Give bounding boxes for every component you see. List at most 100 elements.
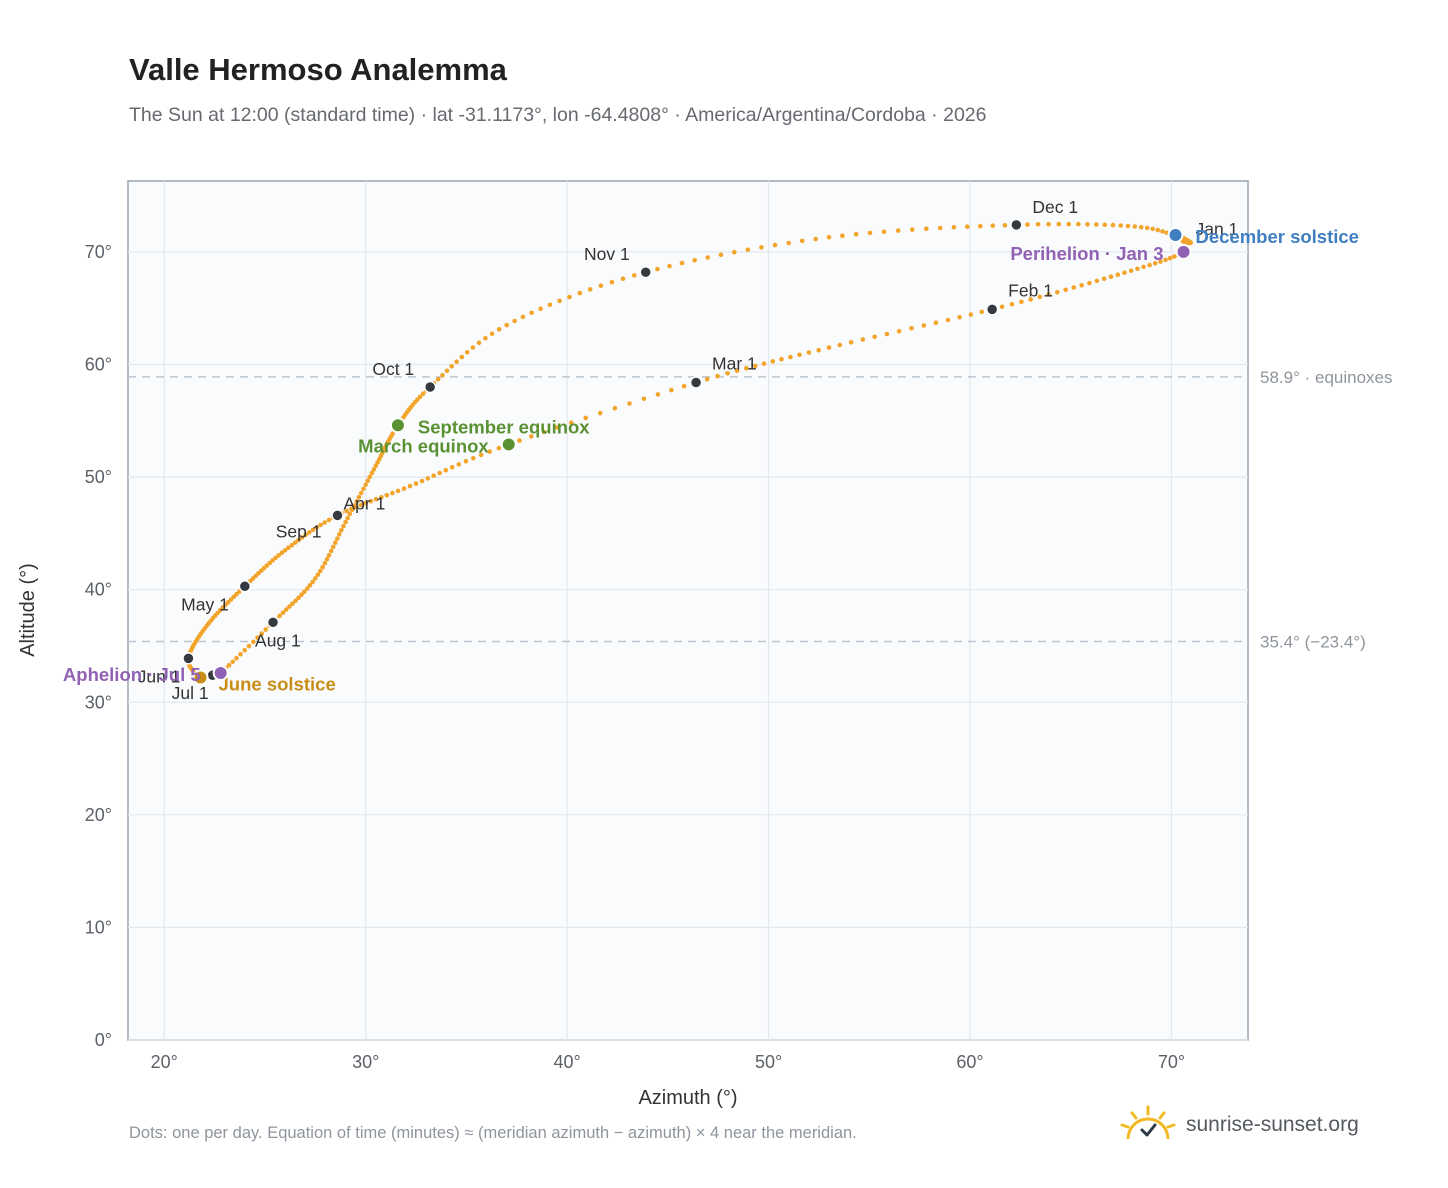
daily-dot [968,312,974,317]
month-marker [689,376,703,389]
daily-dot [567,294,572,300]
daily-dot [799,238,805,244]
month-marker [985,303,999,316]
daily-dot [310,527,316,533]
daily-dot [368,498,374,504]
grid [128,181,1248,1041]
daily-dot [1158,259,1163,264]
daily-dot [246,643,252,649]
daily-dot [753,363,758,369]
daily-dot [529,310,534,316]
daily-dot [425,476,431,481]
daily-dot [290,601,295,606]
daily-dot [627,401,632,406]
daily-dot [420,391,426,397]
daily-dot [459,354,465,360]
month-label: Jan 1 [1195,219,1238,239]
daily-dot [667,263,672,269]
daily-dot [276,553,282,558]
daily-dot [745,247,751,252]
daily-dot [313,576,318,581]
reference-lines: 58.9° · equinoxes 35.4° (−23.4°) [128,368,1393,651]
daily-dot [1150,226,1155,232]
y-axis-label: Altitude (°) [17,563,39,657]
daily-dot [679,260,685,266]
daily-dot [287,604,292,609]
daily-dot [324,556,330,562]
daily-dot [443,467,449,473]
daily-dot [896,328,902,334]
daily-dot [318,522,324,528]
x-axis-label: Azimuth (°) [638,1087,737,1109]
sun-logo-icon [1120,1105,1176,1140]
daily-dot [933,320,939,326]
daily-dot [1141,264,1146,270]
month-marker [266,616,280,629]
daily-dot [463,459,469,464]
daily-dot [806,350,812,355]
daily-dot [286,545,291,550]
daily-dot [307,530,312,535]
daily-dot [303,532,309,538]
daily-dot [395,488,401,494]
daily-dot [884,331,890,337]
event-label: March equinox [358,435,489,456]
daily-dot [999,304,1005,310]
daily-dot [296,537,301,543]
daily-dot [289,542,295,548]
daily-dot [826,345,832,350]
daily-dot [965,224,970,229]
daily-dot [1138,224,1144,230]
daily-dot [704,376,710,382]
daily-dot [1167,255,1173,261]
daily-dot [318,568,323,574]
y-tick-label: 20° [85,805,112,825]
daily-dot [344,508,349,514]
month-label: Aug 1 [255,630,301,650]
daily-dot [349,507,355,513]
daily-dot [292,540,298,545]
y-tick-label: 10° [85,917,112,937]
daily-dot [417,394,423,400]
event-label: September equinox [418,416,590,437]
daily-dot [1160,229,1165,234]
event-marker [1167,227,1184,244]
daily-dot [538,306,543,312]
brand[interactable]: sunrise-sunset.org [1120,1101,1359,1149]
daily-dot [895,228,901,233]
daily-dot [555,425,560,430]
daily-dot [587,287,593,292]
daily-dot [487,449,493,454]
daily-dot [786,240,791,246]
daily-dot [779,356,784,362]
y-tick-label: 50° [85,467,112,487]
daily-dot [371,467,377,472]
daily-dot [1118,223,1123,228]
y-tick-label: 40° [85,580,112,600]
daily-dot [816,347,821,353]
daily-dot [299,535,305,540]
daily-dot [369,470,375,476]
daily-dot [1125,223,1131,229]
daily-dot [937,225,943,231]
daily-dot [512,318,517,324]
reference-line-label: 58.9° · equinoxes [1260,368,1393,387]
daily-dot [1110,222,1116,228]
daily-dot [517,438,522,443]
month-marker [1010,218,1023,232]
daily-dot [744,365,749,371]
daily-dot [444,368,450,374]
daily-dot [437,470,443,476]
daily-dot [496,327,502,332]
plot-area [127,180,1249,1041]
daily-dot [335,536,340,541]
daily-dot [328,548,334,554]
event-marker [389,417,406,434]
daily-dot [358,490,364,496]
daily-dot [1002,223,1008,228]
daily-dot [435,377,441,382]
daily-dot [413,481,419,486]
x-tick-label: 70° [1158,1052,1185,1072]
y-tick-label: 60° [85,355,112,375]
